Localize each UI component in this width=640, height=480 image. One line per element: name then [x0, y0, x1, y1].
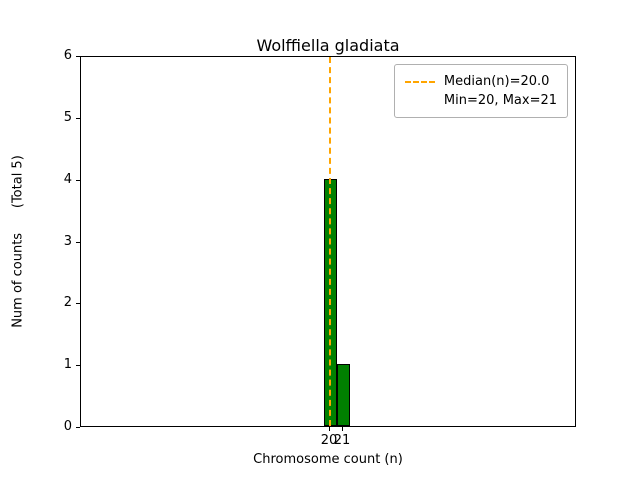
- bar-21: [336, 364, 350, 426]
- legend-minmax-label: Min=20, Max=21: [443, 93, 557, 108]
- median-line-sample-icon: [404, 80, 435, 83]
- y-tick-mark: [76, 56, 80, 57]
- x-tick-label-21: 21: [333, 433, 351, 448]
- y-tick-mark: [76, 117, 80, 119]
- x-tick-mark: [329, 427, 330, 431]
- x-axis-label: Chromosome count (n): [253, 452, 403, 467]
- x-tick-label-20: 20: [320, 433, 338, 448]
- chart-title: Wolffiella gladiata: [256, 36, 400, 55]
- y-tick-label-4: 4: [63, 171, 72, 187]
- y-tick-mark: [76, 303, 80, 305]
- median-line: [329, 57, 331, 426]
- y-tick-mark: [76, 427, 80, 428]
- legend-median-label: Median(n)=20.0: [443, 74, 550, 89]
- y-tick-label-3: 3: [63, 233, 72, 249]
- plot-area: Median(n)=20.0 Min=20, Max=21: [80, 56, 576, 427]
- y-tick-label-2: 2: [63, 295, 72, 311]
- legend-row-median: Median(n)=20.0: [404, 72, 557, 91]
- y-tick-mark: [76, 365, 80, 367]
- y-tick-label-1: 1: [63, 357, 72, 373]
- y-axis-label: Num of counts (Total 5): [10, 155, 26, 328]
- y-tick-mark: [76, 241, 80, 243]
- y-tick-label-6: 6: [63, 48, 72, 63]
- legend: Median(n)=20.0 Min=20, Max=21: [393, 64, 568, 118]
- x-tick-mark: [342, 427, 343, 431]
- y-tick-label-0: 0: [63, 419, 72, 434]
- y-tick-label-5: 5: [63, 109, 72, 125]
- y-tick-mark: [76, 179, 80, 181]
- legend-row-minmax: Min=20, Max=21: [405, 91, 557, 110]
